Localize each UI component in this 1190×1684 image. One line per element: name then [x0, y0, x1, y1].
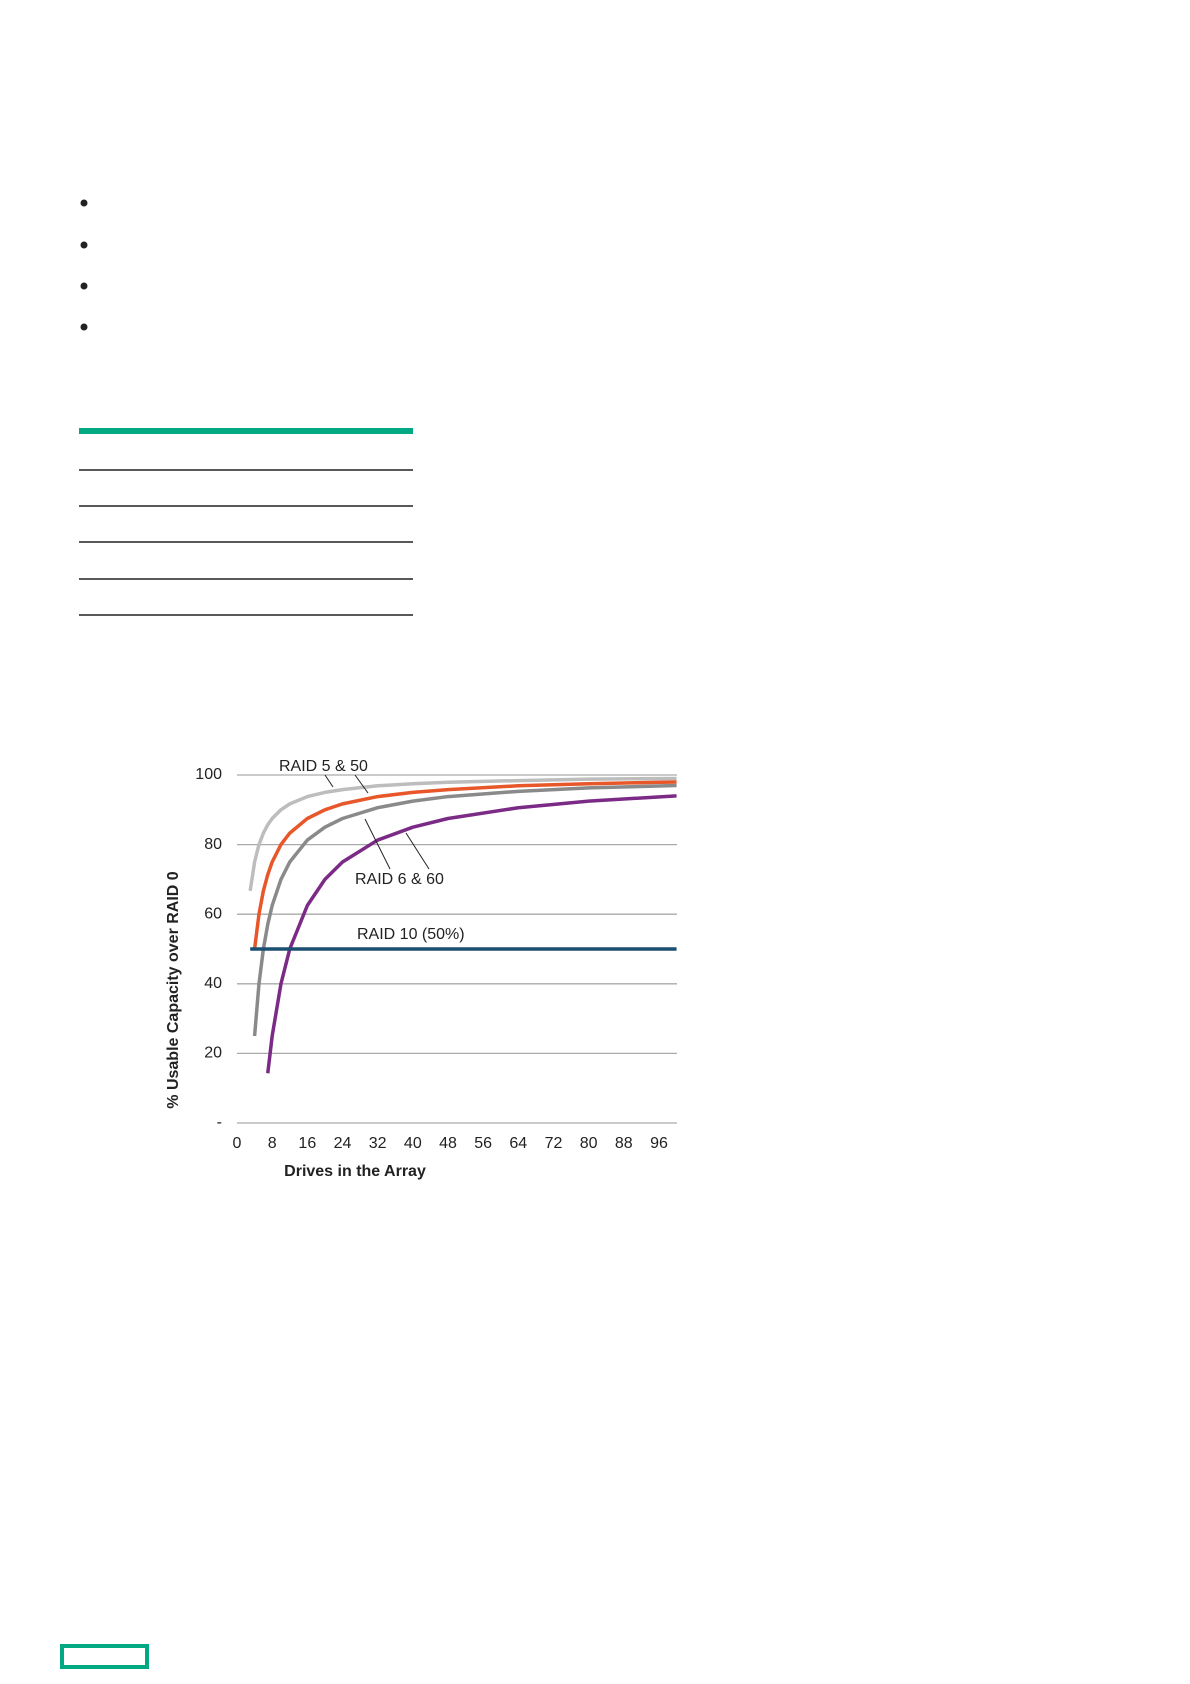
x-tick-label: 56 — [474, 1135, 492, 1152]
x-tick-label: 40 — [404, 1135, 422, 1152]
y-tick-label: 20 — [204, 1045, 222, 1062]
chart: % Usable Capacity over RAID 0 Drives in … — [165, 758, 677, 1180]
x-tick-label: 16 — [298, 1135, 316, 1152]
y-axis-label: % Usable Capacity over RAID 0 — [165, 871, 182, 1109]
x-tick-label: 64 — [509, 1135, 527, 1152]
bullet — [80, 323, 88, 331]
x-tick-label: 80 — [580, 1135, 598, 1152]
series-line — [252, 780, 677, 950]
y-tick-label: 40 — [204, 975, 222, 992]
annotation: RAID 5 & 50 — [279, 758, 368, 775]
leader-line — [405, 832, 430, 870]
table-header-bar — [79, 428, 413, 434]
x-tick-label: 72 — [545, 1135, 563, 1152]
x-tick-label: 96 — [650, 1135, 668, 1152]
series-line — [266, 794, 677, 1074]
y-tick-label: 100 — [195, 766, 222, 783]
bullet — [80, 241, 88, 249]
x-tick-label: 32 — [369, 1135, 387, 1152]
y-tick-label: - — [217, 1114, 222, 1131]
y-tick-label: 80 — [204, 836, 222, 853]
leader-line — [354, 774, 369, 794]
x-tick-label: 88 — [615, 1135, 633, 1152]
bullet — [80, 282, 88, 290]
table — [79, 428, 413, 616]
x-tick-label: 8 — [268, 1135, 277, 1152]
x-axis-label: Drives in the Array — [284, 1163, 426, 1180]
x-tick-label: 48 — [439, 1135, 457, 1152]
bullets — [80, 199, 88, 331]
logo — [60, 1644, 149, 1669]
x-tick-label: 0 — [233, 1135, 242, 1152]
annotation: RAID 6 & 60 — [355, 871, 444, 888]
x-tick-label: 24 — [334, 1135, 352, 1152]
y-tick-label: 60 — [204, 905, 222, 922]
leader-line — [324, 774, 334, 788]
annotation: RAID 10 (50%) — [357, 926, 465, 943]
series-line — [252, 783, 677, 1037]
series-line — [248, 776, 677, 892]
leader-line — [364, 818, 391, 870]
bullet — [80, 199, 88, 207]
